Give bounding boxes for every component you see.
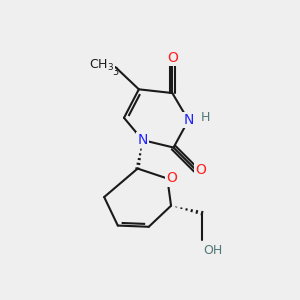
Text: O: O bbox=[167, 51, 178, 65]
Text: O: O bbox=[167, 172, 177, 185]
Text: $\mathregular{CH_3}$: $\mathregular{CH_3}$ bbox=[89, 58, 114, 73]
Text: H: H bbox=[200, 111, 210, 124]
Text: O: O bbox=[195, 163, 206, 177]
Text: 3: 3 bbox=[113, 68, 119, 77]
Text: N: N bbox=[183, 113, 194, 127]
Text: OH: OH bbox=[203, 244, 223, 257]
Text: CH: CH bbox=[95, 59, 113, 72]
Text: N: N bbox=[137, 133, 148, 147]
